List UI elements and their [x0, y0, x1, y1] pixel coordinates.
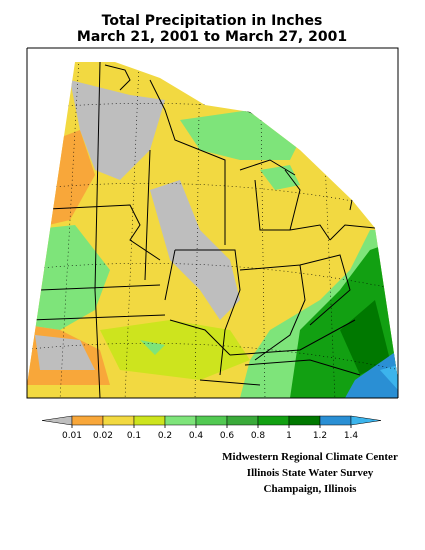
- colorbar-segment: [288, 415, 321, 426]
- colorbar-tick-label: 0.1: [127, 431, 141, 441]
- colorbar-tick-label: 0.02: [93, 431, 113, 441]
- credit-line: Illinois State Water Survey: [247, 467, 374, 479]
- title-line: Total Precipitation in Inches: [102, 13, 323, 29]
- colorbar-segment: [226, 415, 259, 426]
- colorbar-tick-label: 0.8: [251, 431, 266, 441]
- state-boundaries: [27, 62, 376, 398]
- colorbar-tick-label: 0.01: [62, 431, 82, 441]
- colorbar-tick-label: 1.2: [313, 431, 327, 441]
- colorbar-arrow: [41, 415, 73, 426]
- title-line: March 21, 2001 to March 27, 2001: [77, 29, 347, 45]
- colorbar-segment: [164, 415, 197, 426]
- colorbar-segment: [102, 415, 135, 426]
- credit-line: Midwestern Regional Climate Center: [222, 451, 398, 463]
- colorbar-tick-label: 1: [286, 431, 292, 441]
- colorbar-segment: [319, 415, 352, 426]
- grid-lines: [27, 62, 398, 398]
- map-frame: [27, 47, 399, 398]
- colorbar: 0.01 0.02 0.1 0.2 0.4 0.6 0.8 1 1.2 1.4: [41, 415, 382, 441]
- colorbar-segment: [195, 415, 228, 426]
- colorbar-tick-label: 0.6: [220, 431, 235, 441]
- colorbar-tick-label: 1.4: [344, 431, 359, 441]
- colorbar-tick-label: 0.4: [189, 431, 204, 441]
- colorbar-arrow: [350, 415, 382, 426]
- colorbar-segment: [71, 415, 104, 426]
- precip-field: [27, 62, 398, 398]
- credit-line: Champaign, Illinois: [264, 483, 358, 495]
- map: [26, 47, 399, 399]
- colorbar-tick-label: 0.2: [158, 431, 172, 441]
- colorbar-segment: [257, 415, 290, 426]
- colorbar-segment: [133, 415, 166, 426]
- map-frame: [26, 48, 398, 399]
